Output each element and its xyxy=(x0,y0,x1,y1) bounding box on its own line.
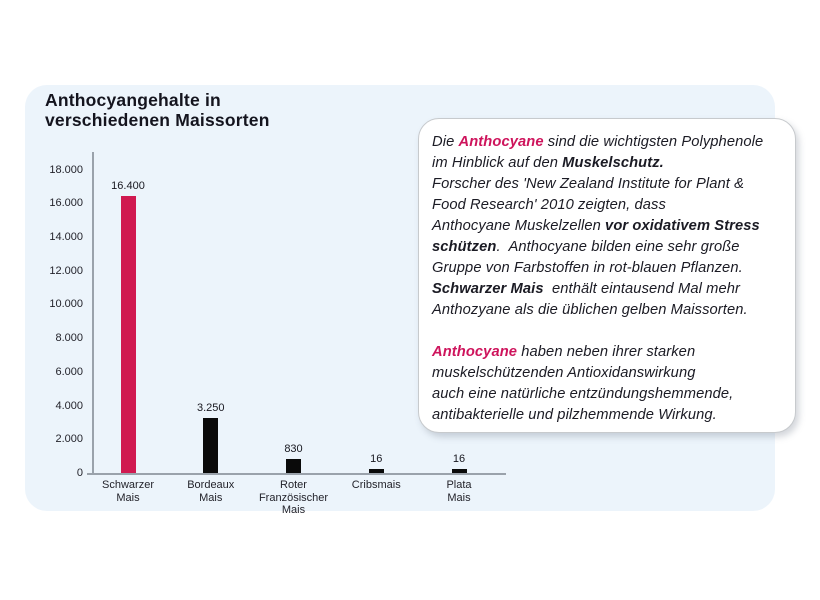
infobox-line: antibakterielle und pilzhemmende Wirkung… xyxy=(432,407,787,428)
infobox-text-segment: Anthocyane Muskelzellen xyxy=(432,218,606,234)
y-tick-label: 16.000 xyxy=(49,197,83,210)
infobox-text-segment: . Anthocyane bilden eine sehr große xyxy=(496,239,740,255)
infobox-text-segment: Gruppe von Farbstoffen in rot-blauen Pfl… xyxy=(432,260,743,276)
infobox-line: Food Research' 2010 zeigten, dass xyxy=(432,197,787,218)
infobox-line xyxy=(432,323,787,344)
bar xyxy=(451,469,467,473)
infobox-line: muskelschützenden Antioxidanswirkung xyxy=(432,365,787,386)
infobox-text-segment: antibakterielle und pilzhemmende Wirkung… xyxy=(432,407,717,423)
infobox-text-segment: schützen xyxy=(432,239,497,255)
infobox-text-segment: Food Research' 2010 zeigten, dass xyxy=(432,197,666,213)
infobox-line: Anthocyane haben neben ihrer starken xyxy=(432,344,787,365)
bar-category-label: Cribsmais xyxy=(351,479,401,491)
infobox-text-segment: muskelschützenden Antioxidanswirkung xyxy=(432,365,696,381)
bar-value-label: 16 xyxy=(452,453,466,465)
infobox-text-segment: Anthozyane als die üblichen gelben Maiss… xyxy=(432,302,748,318)
infobox-text-segment: auch eine natürliche entzündungshemmende… xyxy=(432,386,734,402)
y-tick-label: 12.000 xyxy=(49,264,83,277)
infobox-text-segment: im Hinblick auf den xyxy=(432,155,563,171)
infobox-text-segment: Anthocyane xyxy=(432,344,518,360)
infobox-text-segment: Muskelschutz. xyxy=(562,155,664,171)
infobox-line: Anthozyane als die üblichen gelben Maiss… xyxy=(432,302,787,323)
bar xyxy=(203,418,219,473)
infobox-text-segment: enthält eintausend Mal mehr xyxy=(543,281,741,297)
y-tick-label: 4.000 xyxy=(55,399,83,412)
bar-category-label: Bordeaux Mais xyxy=(187,479,235,504)
bar-value-label: 16.400 xyxy=(111,180,145,193)
bar xyxy=(120,196,136,473)
infobox-line: im Hinblick auf den Muskelschutz. xyxy=(432,155,787,176)
infobox: Die Anthocyane sind die wichtigsten Poly… xyxy=(418,118,796,433)
infobox-text-segment: sind die wichtigsten Polyphenole xyxy=(543,134,764,150)
infobox-text-segment: vor oxidativem Stress xyxy=(605,218,760,234)
infobox-text-segment: haben neben ihrer starken xyxy=(517,344,696,360)
infobox-line: Anthocyane Muskelzellen vor oxidativem S… xyxy=(432,218,787,239)
y-tick-label: 0 xyxy=(76,467,83,479)
infobox-line: Forscher des 'New Zealand Institute for … xyxy=(432,176,787,197)
bar-value-label: 3.250 xyxy=(196,402,225,415)
y-tick-label: 2.000 xyxy=(55,433,83,446)
y-tick-label: 6.000 xyxy=(55,365,83,378)
infobox-text-segment: Anthocyane xyxy=(458,134,544,150)
bar-chart: 0 2.000 4.000 6.000 8.000 10.000 12.000 14.000 1… xyxy=(35,150,515,525)
y-tick-label: 10.000 xyxy=(49,298,83,311)
bar-category-label: Schwarzer Mais xyxy=(102,479,154,504)
bar-value-label: 16 xyxy=(370,453,383,465)
chart-title: Anthocyangehalte in verschiedenen Maisso… xyxy=(45,90,270,130)
y-tick-label: 14.000 xyxy=(49,230,83,243)
infobox-line: schützen. Anthocyane bilden eine sehr gr… xyxy=(432,239,787,260)
infobox-text-segment: Die xyxy=(432,134,459,150)
y-tick-label: 8.000 xyxy=(55,332,83,345)
bar xyxy=(286,459,301,473)
bar-category-label: Plata Mais xyxy=(446,479,472,504)
infobox-line: Die Anthocyane sind die wichtigsten Poly… xyxy=(432,134,787,155)
x-axis-line xyxy=(87,473,506,475)
y-axis-line xyxy=(92,152,94,473)
infobox-text-segment: Forscher des 'New Zealand Institute for … xyxy=(432,176,745,192)
infobox-line: auch eine natürliche entzündungshemmende… xyxy=(432,386,787,407)
bar-value-label: 830 xyxy=(284,443,303,455)
bar xyxy=(368,469,384,473)
y-tick-label: 18.000 xyxy=(49,163,83,176)
infobox-line: Schwarzer Mais enthält eintausend Mal me… xyxy=(432,281,787,302)
bar-category-label: Roter Französischer Mais xyxy=(258,479,329,516)
infobox-line: Gruppe von Farbstoffen in rot-blauen Pfl… xyxy=(432,260,787,281)
infobox-text-segment: Schwarzer Mais xyxy=(432,281,544,297)
